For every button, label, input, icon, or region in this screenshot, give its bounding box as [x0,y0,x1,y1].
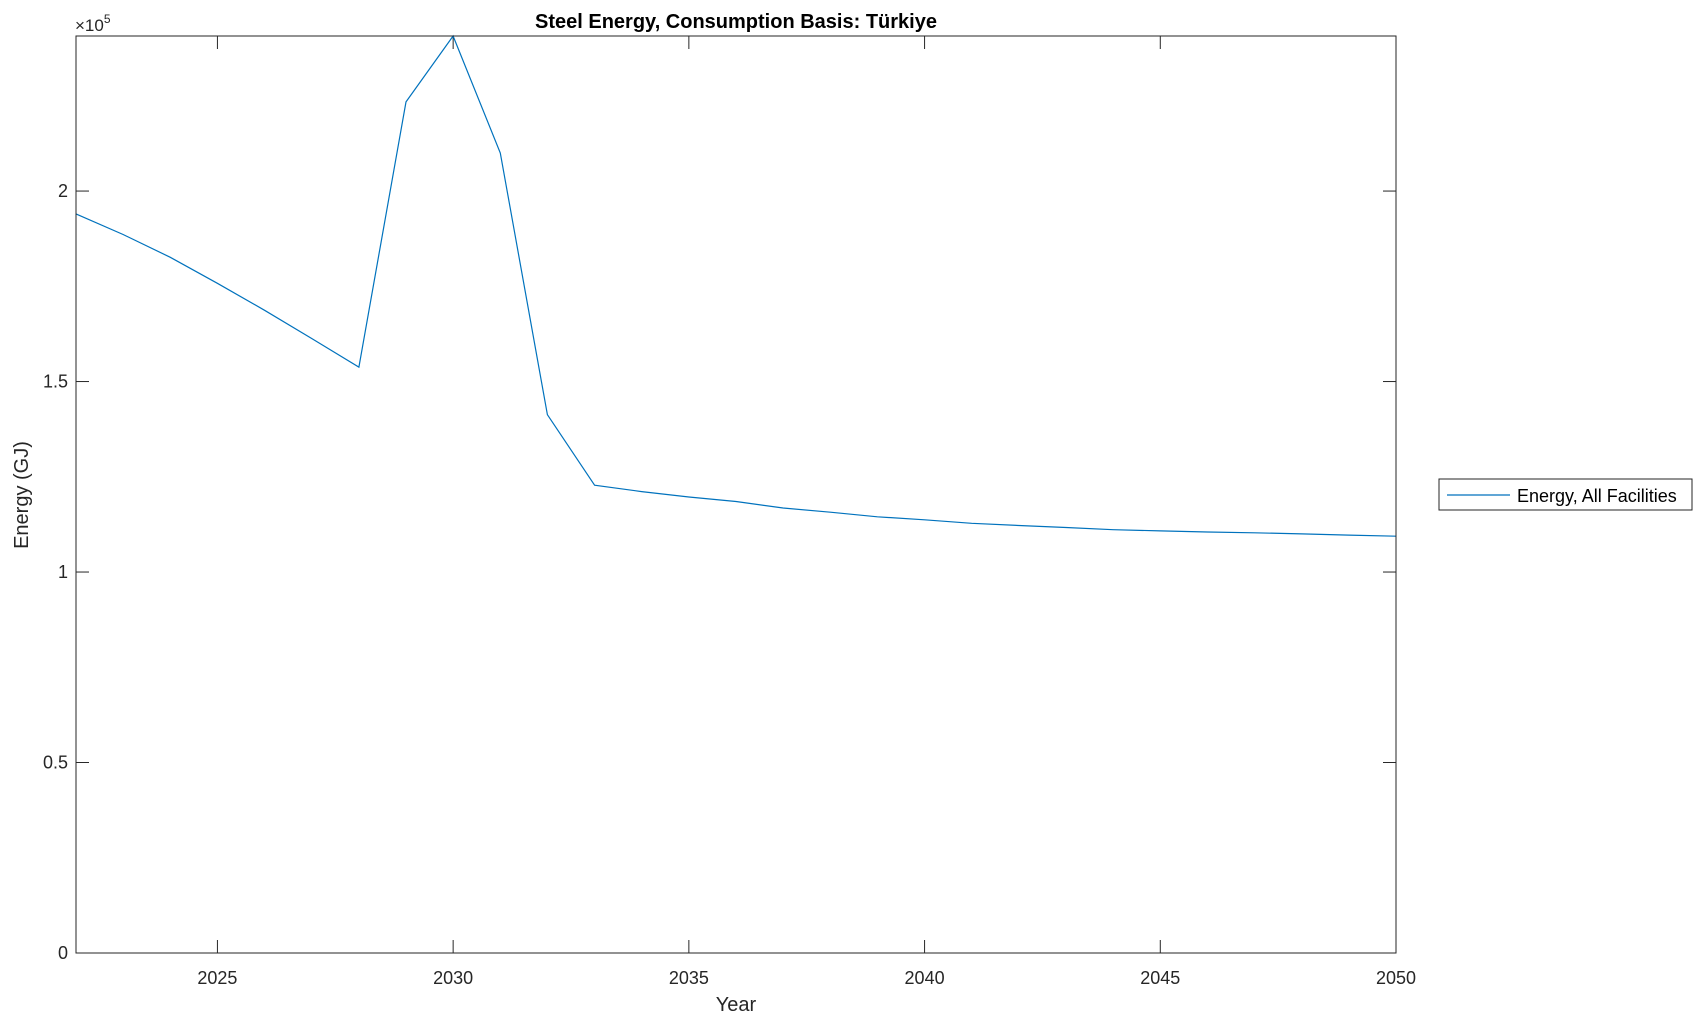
x-tick-label: 2045 [1140,968,1180,988]
y-tick-label: 2 [58,181,68,201]
y-exponent-label: ×105 [75,12,111,35]
series-line-energy-all-facilities [75,34,1397,537]
y-tick-label: 1 [58,562,68,582]
x-tick-label: 2035 [669,968,709,988]
axes-box [75,35,1397,954]
legend: Energy, All Facilities [1438,478,1693,511]
y-tick-label: 0 [58,943,68,963]
y-tick-label: 1.5 [43,372,68,392]
x-tick-label: 2025 [197,968,237,988]
x-axis-label: Year [716,994,757,1016]
x-tick-label: 2050 [1376,968,1416,988]
x-tick-label: 2040 [905,968,945,988]
y-tick-label: 0.5 [43,753,68,773]
plot-area [76,36,1396,953]
y-axis-label: Energy (GJ) [11,441,33,549]
chart-title: Steel Energy, Consumption Basis: Türkiye [535,11,937,33]
x-tick-label: 2030 [433,968,473,988]
legend-entry-label: Energy, All Facilities [1517,486,1677,506]
